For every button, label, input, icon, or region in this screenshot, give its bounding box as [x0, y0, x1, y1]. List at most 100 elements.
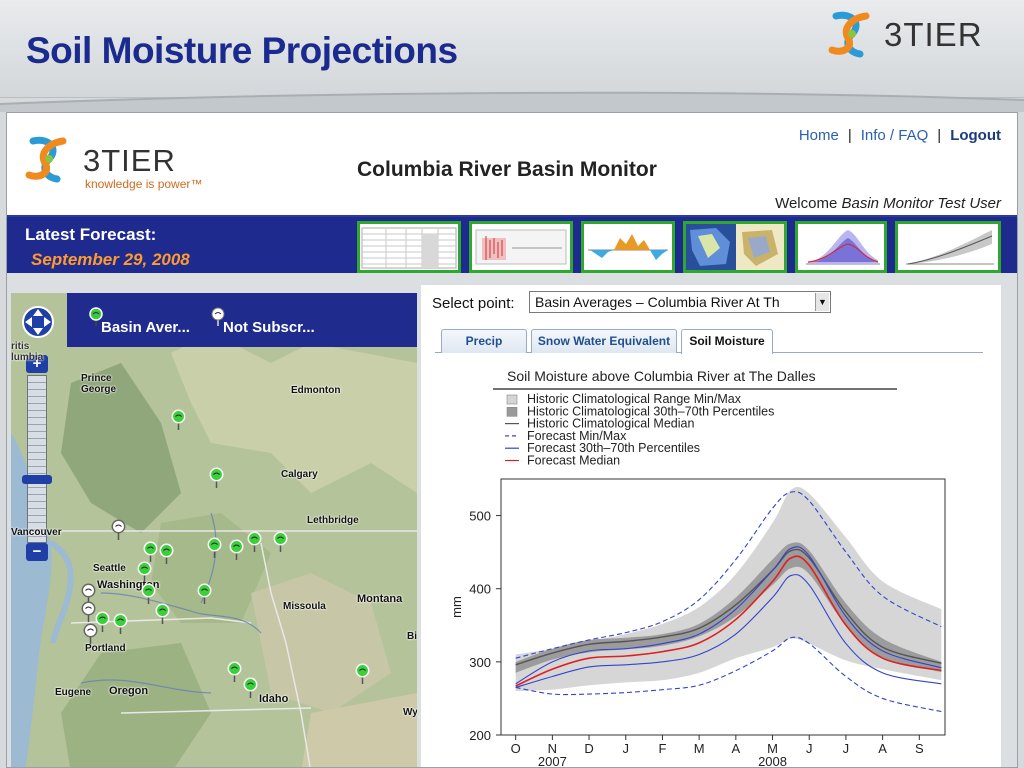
- app-logo-name: 3TIER: [83, 143, 176, 178]
- x-tick-label: M: [767, 741, 778, 756]
- basin-average-pin-icon[interactable]: [137, 561, 152, 583]
- slide-logo-text: 3TIER: [884, 16, 983, 53]
- not-subscribed-pin-icon[interactable]: [81, 601, 96, 623]
- not-subscribed-pin-icon[interactable]: [81, 583, 96, 605]
- plot-area: [515, 486, 942, 713]
- x-tick-label: F: [658, 741, 666, 756]
- welcome-prefix: Welcome: [775, 195, 838, 212]
- screenshot-frame: 3TIER knowledge is power™ Columbia River…: [6, 112, 1018, 768]
- plume-thumbnail[interactable]: [795, 221, 887, 273]
- map-legend-bar: Basin Aver... Not Subscr...: [67, 293, 417, 347]
- map-label-vancouver: Vancouver: [11, 527, 62, 538]
- zoom-slider-handle[interactable]: [22, 475, 52, 484]
- x-year-label: 2007: [538, 754, 567, 768]
- anomaly-thumbnail[interactable]: [581, 221, 675, 273]
- app-logo-tagline: knowledge is power™: [85, 177, 203, 191]
- map-label-missoula: Missoula: [283, 601, 326, 612]
- basin-average-pin-icon[interactable]: [229, 539, 244, 561]
- x-tick-label: S: [915, 741, 924, 756]
- basin-average-pin-icon: [89, 307, 103, 326]
- map-label-eugene: Eugene: [55, 687, 92, 698]
- basin-average-pin-icon[interactable]: [273, 531, 288, 553]
- basin-average-pin-icon[interactable]: [155, 603, 170, 625]
- map-view[interactable]: Basin Aver... Not Subscr... + − ritis lu…: [11, 293, 417, 767]
- basin-average-pin-icon[interactable]: [247, 531, 262, 553]
- range-thumbnail-icon: [906, 230, 994, 265]
- tab-precip[interactable]: Precip: [441, 329, 527, 353]
- map-label-calgary: Calgary: [281, 469, 318, 480]
- x-tick-label: J: [843, 741, 850, 756]
- boxplot-thumbnail[interactable]: [469, 221, 573, 273]
- basin-average-pin-icon[interactable]: [171, 409, 186, 431]
- basin-average-pin-icon[interactable]: [197, 583, 212, 605]
- basin-average-pin-icon[interactable]: [143, 541, 158, 563]
- map-pan-control[interactable]: [21, 301, 55, 343]
- x-tick-label: N: [548, 741, 557, 756]
- tab-snow-water-equivalent[interactable]: Snow Water Equivalent: [531, 329, 677, 353]
- range-thumbnail[interactable]: [895, 221, 1001, 273]
- basin-average-pin-icon[interactable]: [95, 611, 110, 633]
- slide-title: Soil Moisture Projections: [26, 30, 458, 71]
- basin-average-pin-icon[interactable]: [243, 677, 258, 699]
- zoom-out-button[interactable]: −: [26, 543, 48, 561]
- basin-average-pin-icon[interactable]: [209, 467, 224, 489]
- logout-link[interactable]: Logout: [950, 127, 1001, 144]
- legend-swatch: [506, 406, 518, 417]
- legend-label: Historic Climatological Median: [527, 417, 694, 431]
- map-label-lethbridge: Lethbridge: [307, 515, 359, 526]
- y-tick-label: 400: [469, 582, 491, 597]
- forecast-max-line: [515, 491, 942, 659]
- map-label-british-columbia: ritis lumbia: [11, 341, 44, 363]
- plume-thumbnail-icon: [806, 230, 880, 265]
- app-title: Columbia River Basin Monitor: [357, 158, 657, 181]
- x-tick-label: J: [806, 741, 813, 756]
- y-tick-label: 500: [469, 509, 491, 524]
- map-label-edmonton: Edmonton: [291, 385, 341, 396]
- basin-average-pin-icon[interactable]: [207, 537, 222, 559]
- slide-logo: 3TIER: [826, 8, 1006, 58]
- select-point-label: Select point:: [432, 295, 515, 312]
- basin-average-pin-icon[interactable]: [355, 663, 370, 685]
- map-label-portland: Portland: [85, 643, 126, 654]
- historic-percentile-band: [515, 542, 942, 673]
- x-tick-label: A: [878, 741, 887, 756]
- legend-not-subscribed: Not Subscr...: [223, 319, 315, 336]
- basin-average-pin-icon[interactable]: [227, 661, 242, 683]
- y-tick-label: 300: [469, 655, 491, 670]
- zoom-slider-track[interactable]: [27, 375, 47, 543]
- header-swoosh: [0, 91, 1024, 112]
- legend-label: Historic Climatological Range Min/Max: [527, 392, 742, 406]
- basin-average-pin-icon[interactable]: [141, 583, 156, 605]
- table-thumbnail[interactable]: [357, 221, 461, 273]
- chart-panel: Select point: Basin Averages – Columbia …: [421, 285, 1001, 768]
- app-logo[interactable]: 3TIER knowledge is power™: [21, 133, 251, 193]
- y-axis-label: mm: [449, 596, 464, 618]
- home-link[interactable]: Home: [798, 127, 839, 144]
- basin-average-pin-icon[interactable]: [159, 543, 174, 565]
- not-subscribed-pin-icon[interactable]: [111, 519, 126, 541]
- basin-average-pin-icon[interactable]: [113, 613, 128, 635]
- app-header: 3TIER knowledge is power™ Columbia River…: [7, 113, 1017, 215]
- x-tick-label: M: [694, 741, 705, 756]
- not-subscribed-pin-icon[interactable]: [83, 623, 98, 645]
- info-faq-link[interactable]: Info / FAQ: [860, 127, 929, 144]
- legend-label: Forecast Median: [527, 454, 620, 468]
- slide-header: Soil Moisture Projections 3TIER: [0, 0, 1024, 98]
- maps-thumbnail[interactable]: [683, 221, 787, 273]
- forecast-p70-line: [515, 546, 942, 685]
- tab-soil-moisture[interactable]: Soil Moisture: [681, 329, 773, 354]
- latest-forecast-bar: Latest Forecast: September 29, 2008: [7, 215, 1017, 273]
- x-tick-label: D: [584, 741, 593, 756]
- zoom-in-button[interactable]: +: [26, 355, 48, 373]
- forecast-median-line: [515, 555, 942, 687]
- x-year-label: 2008: [758, 754, 787, 768]
- dropdown-arrow-icon[interactable]: ▼: [815, 293, 829, 311]
- select-point-dropdown[interactable]: Basin Averages – Columbia River At Th ▼: [529, 291, 831, 313]
- chart-title: Soil Moisture above Columbia River at Th…: [507, 368, 816, 384]
- plot-frame: [500, 478, 946, 736]
- latest-forecast-label: Latest Forecast:: [25, 225, 157, 244]
- x-tick-label: O: [511, 741, 521, 756]
- welcome-message: Welcome Basin Monitor Test User: [775, 195, 1001, 212]
- select-point-value: Basin Averages – Columbia River At Th: [535, 294, 780, 310]
- map-terrain: [11, 293, 417, 767]
